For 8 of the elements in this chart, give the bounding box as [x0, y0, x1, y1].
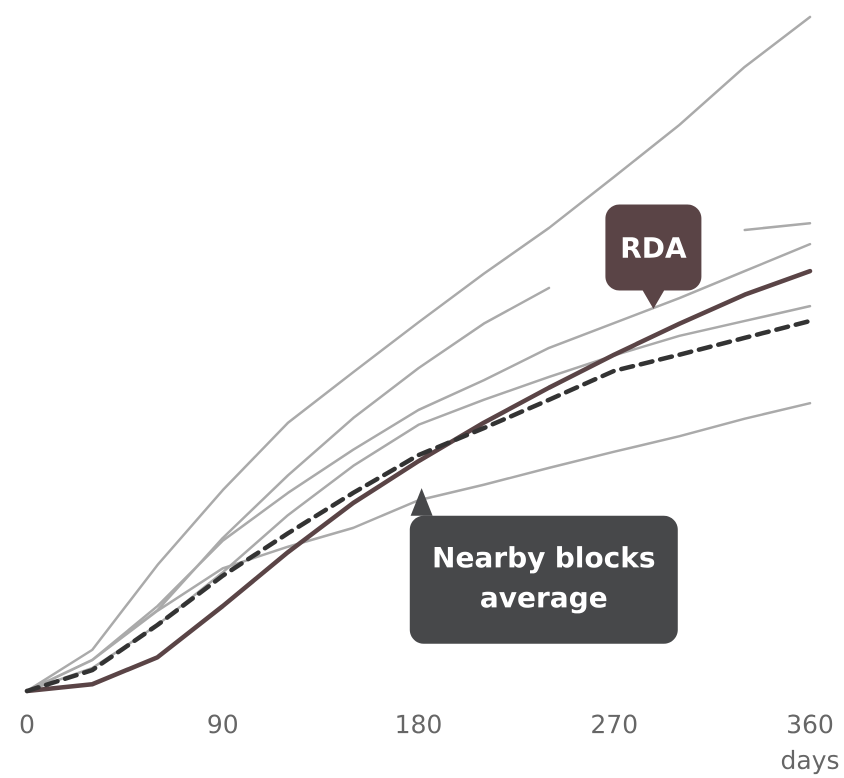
annotation: Nearby blocks average — [434, 546, 654, 614]
x-tick-label: 270 — [592, 714, 636, 734]
x-axis-title: days — [782, 750, 838, 774]
x-tick-label: 90 — [208, 714, 237, 734]
x-tick-label: 180 — [397, 714, 441, 734]
x-tick-label: 360 — [788, 714, 832, 734]
x-tick-label: 0 — [20, 714, 34, 734]
annotation: RDA — [622, 237, 686, 258]
